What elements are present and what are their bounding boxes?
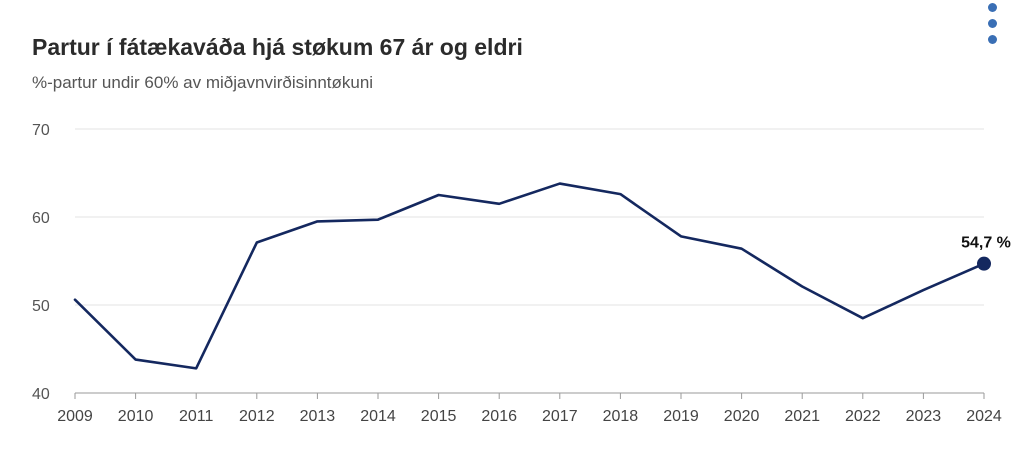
x-tick-label: 2022 bbox=[845, 408, 881, 425]
last-data-point bbox=[977, 256, 991, 271]
data-point bbox=[618, 192, 622, 196]
data-point bbox=[437, 193, 441, 197]
x-tick-label: 2017 bbox=[542, 408, 578, 425]
chart-subtitle: %-partur undir 60% av miðjavnvirðisinntø… bbox=[32, 73, 374, 92]
data-point bbox=[679, 234, 683, 238]
y-tick-label: 70 bbox=[32, 122, 50, 139]
x-tick-label: 2023 bbox=[906, 408, 942, 425]
data-point bbox=[134, 358, 138, 362]
x-tick-label: 2024 bbox=[966, 408, 1002, 425]
x-tick-label: 2010 bbox=[118, 408, 154, 425]
x-tick-label: 2016 bbox=[481, 408, 517, 425]
x-tick-label: 2021 bbox=[784, 408, 820, 425]
data-point bbox=[315, 219, 319, 223]
data-point bbox=[861, 316, 865, 320]
more-vertical-icon-dot bbox=[988, 19, 997, 28]
last-point-label: 54,7 % bbox=[961, 235, 1011, 252]
y-tick-label: 60 bbox=[32, 210, 50, 227]
data-point bbox=[921, 288, 925, 292]
y-tick-label: 50 bbox=[32, 298, 50, 315]
y-tick-label: 40 bbox=[32, 386, 50, 403]
more-vertical-icon-dot bbox=[988, 35, 997, 44]
x-tick-label: 2011 bbox=[179, 408, 214, 425]
x-tick-label: 2018 bbox=[603, 408, 639, 425]
data-point bbox=[73, 298, 77, 302]
x-tick-label: 2015 bbox=[421, 408, 457, 425]
data-point bbox=[740, 247, 744, 251]
chart-title: Partur í fátækaváða hjá støkum 67 ár og … bbox=[32, 34, 523, 60]
data-point bbox=[497, 202, 501, 206]
data-point bbox=[194, 366, 198, 370]
x-tick-label: 2012 bbox=[239, 408, 275, 425]
x-tick-label: 2014 bbox=[360, 408, 396, 425]
data-point bbox=[376, 218, 380, 222]
x-tick-label: 2009 bbox=[57, 408, 93, 425]
x-tick-label: 2019 bbox=[663, 408, 699, 425]
series-line bbox=[73, 182, 986, 370]
data-point bbox=[255, 241, 259, 245]
x-tick-label: 2020 bbox=[724, 408, 760, 425]
x-tick-label: 2013 bbox=[300, 408, 336, 425]
data-point bbox=[558, 182, 562, 186]
data-point bbox=[800, 285, 804, 289]
more-vertical-icon bbox=[988, 3, 997, 12]
more-options-button[interactable] bbox=[982, 0, 1002, 48]
